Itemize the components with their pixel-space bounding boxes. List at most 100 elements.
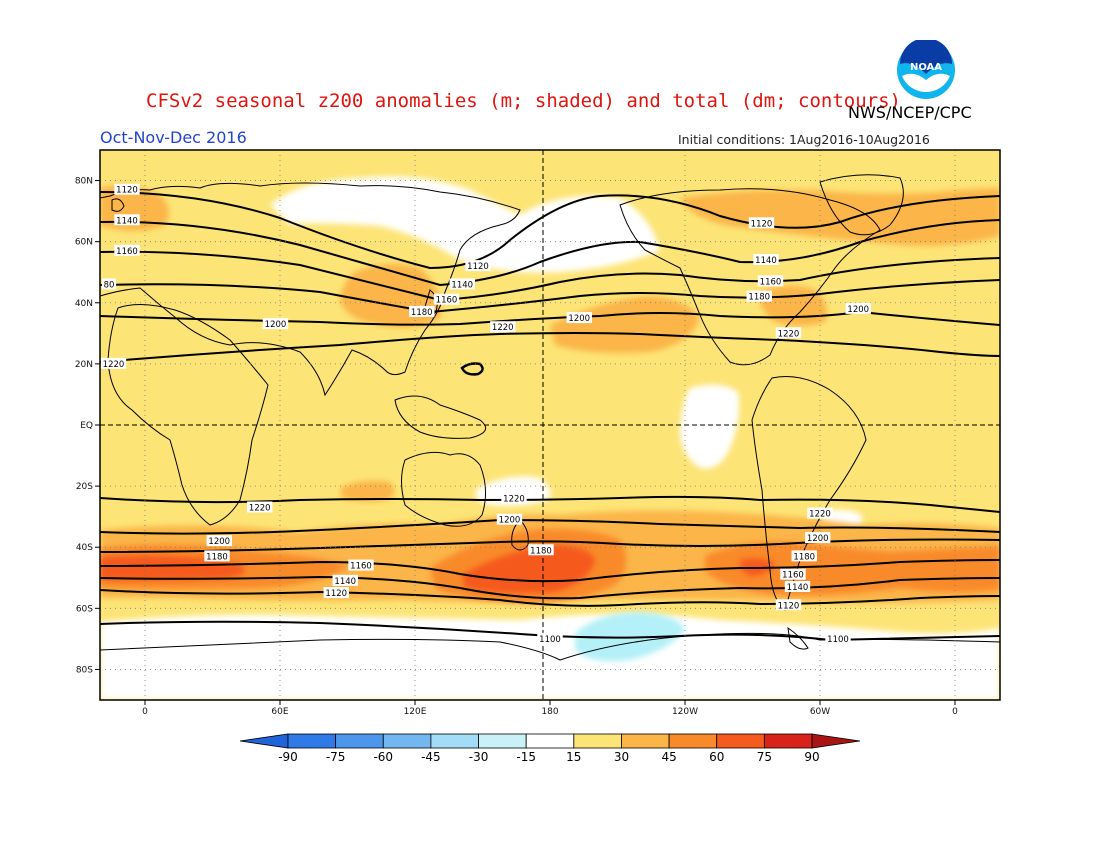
contour-label: 1200	[208, 537, 230, 547]
coast-maritime-asia	[394, 395, 487, 439]
shade-45-60-south-atlantic	[705, 541, 1000, 596]
contour-label: 1200	[847, 305, 869, 315]
contour-label: 1140	[334, 577, 356, 587]
lat-tick-label: 80N	[75, 177, 93, 187]
coast-africa	[107, 304, 269, 526]
contour-label: 1180	[793, 552, 815, 562]
contour-label-bg	[100, 357, 127, 369]
contour-label-bg	[449, 278, 475, 290]
contour-1200-sh	[100, 518, 1000, 535]
contour-label: 1200	[265, 320, 287, 330]
contour-label-bg	[775, 327, 802, 339]
contour-label-bg	[746, 290, 772, 302]
colorbar-segment	[573, 733, 622, 749]
contour-label-bg	[537, 632, 563, 644]
contour-label-bg	[114, 183, 140, 195]
contour-label-bg	[409, 305, 435, 317]
contour-label: 1140	[787, 583, 809, 593]
contour-label: 1120	[116, 186, 138, 196]
colorbar-segment	[763, 733, 813, 749]
contour-label: 1160	[350, 562, 372, 572]
agency-label: NWS/NCEP/CPC	[848, 103, 972, 122]
shade-neutral-arctic	[270, 176, 660, 273]
contour-label: 1220	[503, 494, 525, 504]
coast-australia	[401, 451, 486, 527]
lat-tick-label: 20N	[75, 360, 93, 370]
contour-label-bg	[323, 587, 349, 599]
contour-label-bg	[262, 318, 289, 330]
colorbar-label: -75	[326, 750, 346, 764]
colorbar-segment	[621, 733, 670, 749]
colorbar-segment	[335, 733, 384, 749]
colorbar-label: -15	[516, 750, 536, 764]
colorbar-arrow-high	[811, 733, 861, 749]
contour-label: 1220	[103, 360, 125, 370]
colorbar-label: 45	[661, 750, 676, 764]
contour-label: 1140	[116, 216, 138, 226]
anomaly-colorbar: -90 -75 -60 -45 -30 -15 15 30 45 60 75 90	[239, 733, 861, 764]
initial-conditions: Initial conditions: 1Aug2016-10Aug2016	[678, 132, 930, 147]
shade-neutral-pacific	[680, 384, 739, 469]
contour-label: 1100	[539, 635, 561, 645]
contour-label: 1160	[116, 247, 138, 257]
colorbar-label: -60	[373, 750, 393, 764]
contour-label-bg	[114, 244, 140, 256]
colorbar-label: 75	[757, 750, 772, 764]
contour-label-bg	[791, 550, 817, 562]
contour-1220-nh	[100, 332, 1000, 363]
shade-30-45-north-pacific	[550, 296, 700, 354]
coast-new-zealand	[511, 519, 529, 551]
contour-label: 1160	[782, 571, 804, 581]
contour-label: 80	[104, 280, 115, 290]
shade-neutral-australia	[475, 476, 551, 506]
contour-label: 1180	[530, 546, 552, 556]
contour-label-bg	[247, 501, 273, 513]
colorbar-segment	[430, 733, 479, 749]
lon-tick-label: 120W	[672, 707, 698, 717]
contour-label-bg	[490, 321, 516, 333]
contour-labels: 1120 1140 1160 80 1200 1220 1120 1140 1160 1180 12…	[100, 183, 871, 645]
colorbar-label: -45	[421, 750, 441, 764]
contour-label-bg	[757, 275, 784, 287]
colorbar-segment	[287, 733, 337, 749]
contour-label-bg	[101, 278, 117, 290]
lon-tick-label: 0	[952, 707, 958, 717]
reference-lines	[100, 150, 1000, 700]
contour-label: 1120	[778, 601, 800, 611]
colorbar-arrow-low	[239, 733, 289, 749]
lat-tick-label: 20S	[76, 482, 93, 492]
contour-label: 1200	[499, 516, 521, 526]
lon-tick-label: 0	[142, 707, 148, 717]
contour-label: 1220	[809, 510, 831, 520]
contour-label-bg	[204, 550, 230, 562]
lon-tick-label: 180	[541, 707, 558, 717]
contour-label: 1100	[827, 635, 849, 645]
contour-label-bg	[528, 544, 554, 556]
contour-label-bg	[114, 214, 140, 226]
lat-tick-label: 80S	[76, 665, 93, 675]
contour-label: 1120	[325, 589, 347, 599]
contour-label: 1220	[249, 504, 271, 514]
contour-label-bg	[501, 492, 527, 504]
contour-label-bg	[780, 568, 806, 580]
coast-eurasia	[100, 182, 521, 397]
contour-label-bg	[206, 535, 232, 547]
contour-1120-nh	[100, 191, 1000, 270]
colorbar-label: -90	[278, 750, 298, 764]
noaa-logo-text: NOAA	[910, 62, 942, 73]
contour-1140-sh	[100, 575, 1000, 600]
contour-label: 1200	[807, 534, 829, 544]
contour-label-bg	[465, 260, 491, 272]
map-title: CFSv2 seasonal z200 anomalies (m; shaded…	[146, 90, 901, 112]
contour-label-bg	[805, 532, 831, 544]
axis-ticks: 80N 60N 40N 20N EQ 20S 40S 60S 80S 0 60E 120E 180 120…	[75, 177, 958, 717]
contour-label-bg	[845, 302, 871, 314]
contour-label: 1200	[568, 314, 590, 324]
colorbar-segment	[716, 733, 765, 749]
contour-label-bg	[775, 599, 802, 611]
lat-tick-label: 60S	[76, 604, 93, 614]
colorbar-segment	[668, 733, 718, 749]
colorbar-segment	[382, 733, 432, 749]
noaa-logo-icon: NOAA	[896, 38, 956, 100]
